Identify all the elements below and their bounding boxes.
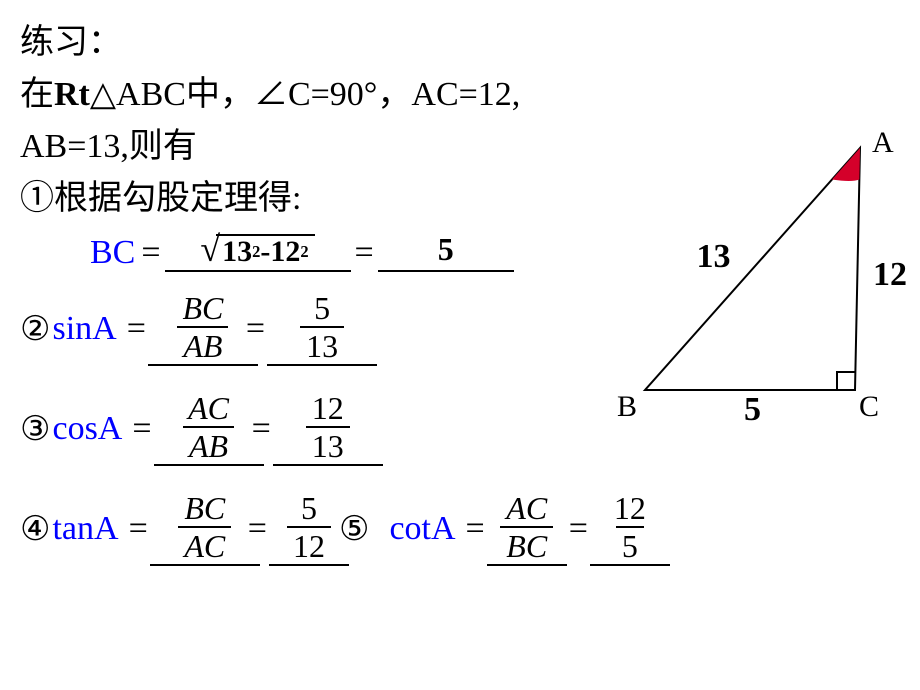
surd-inner: 132-122 xyxy=(216,234,315,268)
equals-2: = xyxy=(355,234,374,272)
cotA-sym-den: BC xyxy=(500,526,553,562)
cosA-sym-frac: AC AB xyxy=(182,392,235,462)
cosA-val-num: 12 xyxy=(306,392,350,426)
page: 练习： 在Rt△ABC中，∠C=90°，AC=12, AB=13,则有 ①根据勾… xyxy=(0,0,920,690)
tanA-sym-den: AC xyxy=(178,526,231,562)
cotA-val-num: 12 xyxy=(608,492,652,526)
row-tan-cot: ④ tanA = BC AC = 5 12 ⑤ cotA = AC BC = xyxy=(20,484,900,574)
cosA-val-frac: 12 13 xyxy=(306,392,350,462)
circled-3: ③ xyxy=(20,409,50,449)
func-cotA: cotA xyxy=(389,510,455,548)
tanA-sym-slot: BC AC xyxy=(150,492,260,566)
tanA-val-frac: 5 12 xyxy=(287,492,331,562)
sinA-sym-slot: BC AB xyxy=(148,292,258,366)
radical-icon: √ xyxy=(200,228,220,270)
cotA-val-frac: 12 5 xyxy=(608,492,652,562)
circled-2: ② xyxy=(20,309,50,349)
bc-label: BC xyxy=(90,234,135,272)
sinA-sym-frac: BC AB xyxy=(176,292,229,362)
svg-text:C: C xyxy=(859,390,879,423)
tanA-val-num: 5 xyxy=(295,492,323,526)
bc-surd-slot: √ 132-122 xyxy=(165,228,351,272)
eq-cotA-2: = xyxy=(569,510,588,548)
eq-tanA-1: = xyxy=(129,510,148,548)
eq-sinA-2: = xyxy=(246,310,265,348)
equals-1: = xyxy=(141,234,160,272)
tanA-val-den: 12 xyxy=(287,526,331,562)
cotA-val-slot: 12 5 xyxy=(590,492,670,566)
bc-result-slot: 5 xyxy=(378,228,514,272)
txt-rest1: △ABC中，∠C=90°，AC=12, xyxy=(90,76,520,113)
svg-text:12: 12 xyxy=(873,256,907,293)
svg-text:A: A xyxy=(872,130,894,159)
triangle-svg: A B C 13 12 5 xyxy=(605,130,920,430)
txt-rt: Rt xyxy=(54,76,90,113)
eq-cotA-1: = xyxy=(466,510,485,548)
eq-sinA-1: = xyxy=(127,310,146,348)
cosA-sym-num: AC xyxy=(182,392,235,426)
sinA-val-den: 13 xyxy=(300,326,344,362)
triangle-diagram: A B C 13 12 5 xyxy=(605,130,920,430)
problem-line-1: 在Rt△ABC中，∠C=90°，AC=12, xyxy=(20,72,900,118)
func-sinA: sinA xyxy=(52,310,116,348)
sinA-val-frac: 5 13 xyxy=(300,292,344,362)
circled-4: ④ xyxy=(20,509,50,549)
eq-cosA-2: = xyxy=(252,410,271,448)
func-tanA: tanA xyxy=(52,510,118,548)
sqrt-expression: √ 132-122 xyxy=(200,226,314,268)
sinA-val-num: 5 xyxy=(308,292,336,326)
cotA-val-den: 5 xyxy=(616,526,644,562)
cosA-sym-den: AB xyxy=(183,426,234,462)
cosA-val-den: 13 xyxy=(306,426,350,462)
svg-text:13: 13 xyxy=(697,238,731,275)
tanA-sym-frac: BC AC xyxy=(178,492,231,562)
txt-zai: 在 xyxy=(20,76,54,113)
sinA-sym-num: BC xyxy=(176,292,229,326)
sinA-val-slot: 5 13 xyxy=(267,292,377,366)
cosA-sym-slot: AC AB xyxy=(154,392,264,466)
eq-cosA-1: = xyxy=(132,410,151,448)
cotA-sym-slot: AC BC xyxy=(487,492,567,566)
func-cosA: cosA xyxy=(52,410,122,448)
title: 练习： xyxy=(20,20,900,66)
circled-5: ⑤ xyxy=(339,509,369,549)
tanA-sym-num: BC xyxy=(178,492,231,526)
cotA-sym-frac: AC BC xyxy=(500,492,553,562)
svg-text:B: B xyxy=(617,390,637,423)
tanA-val-slot: 5 12 xyxy=(269,492,349,566)
cosA-val-slot: 12 13 xyxy=(273,392,383,466)
cotA-sym-num: AC xyxy=(500,492,553,526)
eq-tanA-2: = xyxy=(248,510,267,548)
sinA-sym-den: AB xyxy=(177,326,228,362)
svg-text:5: 5 xyxy=(744,391,761,428)
